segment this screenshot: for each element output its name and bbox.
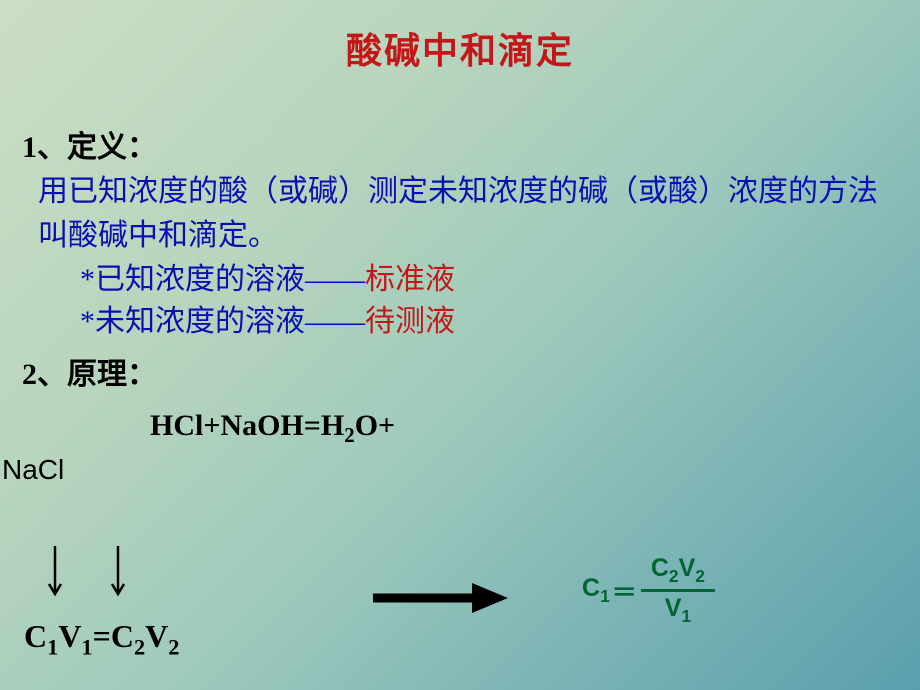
down-arrows-icon [40,546,170,606]
definition-text: 用已知浓度的酸（或碱）测定未知浓度的碱（或酸）浓度的方法叫酸碱中和滴定。 [0,166,920,257]
den-v1: V [665,594,682,622]
note1-prefix: *已知浓度的溶液—— [80,263,365,296]
section-2-number: 2 [22,358,37,391]
num-c2: C [651,554,669,582]
slide-title: 酸碱中和滴定 [0,0,920,74]
cv-s4: 2 [168,634,179,659]
note2-term: 待测液 [365,305,455,338]
frac-rhs: C2V2 V1 [641,554,715,627]
eq-lhs: HCl+NaOH=H [150,409,344,442]
frac-c1: C [582,574,600,602]
section-1-text: 、定义： [37,131,157,164]
nacl-text: NaCl [0,454,920,486]
note-line-2: *未知浓度的溶液——待测液 [80,301,920,343]
note2-prefix: *未知浓度的溶液—— [80,305,365,338]
chemical-equation: HCl+NaOH=H2O+ [0,409,920,448]
right-arrow-icon [368,578,518,618]
eq-sub: 2 [344,423,355,447]
note-line-1: *已知浓度的溶液——标准液 [80,259,920,301]
cv-equation: C1V1=C2V2 [24,618,179,660]
cv-s3: 2 [134,634,145,659]
frac-c1-sub: 1 [600,586,610,606]
frac-numerator: C2V2 [641,554,715,592]
den-s1: 1 [681,606,691,626]
cv-v2: V [145,618,168,654]
frac-eq-sign: ＝ [610,573,639,609]
section-1-number: 1 [22,131,37,164]
cv-s1: 1 [47,634,58,659]
num-s2: 2 [669,566,679,586]
cv-s2: 1 [81,634,92,659]
cv-v1: V [58,618,81,654]
num-v2: V [679,554,696,582]
cv-eq: =C [93,618,134,654]
note1-term: 标准液 [365,263,455,296]
section-2-text: 、原理： [37,358,157,391]
notes-block: *已知浓度的溶液——标准液 *未知浓度的溶液——待测液 [0,259,920,343]
cv-c1: C [24,618,47,654]
section-1-label: 1、定义： [0,122,920,166]
section-2-label: 2、原理： [0,349,920,393]
eq-rhs: O+ [355,409,395,442]
num-s2b: 2 [695,566,705,586]
frac-lhs: C1 [582,574,610,607]
frac-denominator: V1 [641,592,715,627]
fraction-equation: C1 ＝ C2V2 V1 [582,554,715,627]
